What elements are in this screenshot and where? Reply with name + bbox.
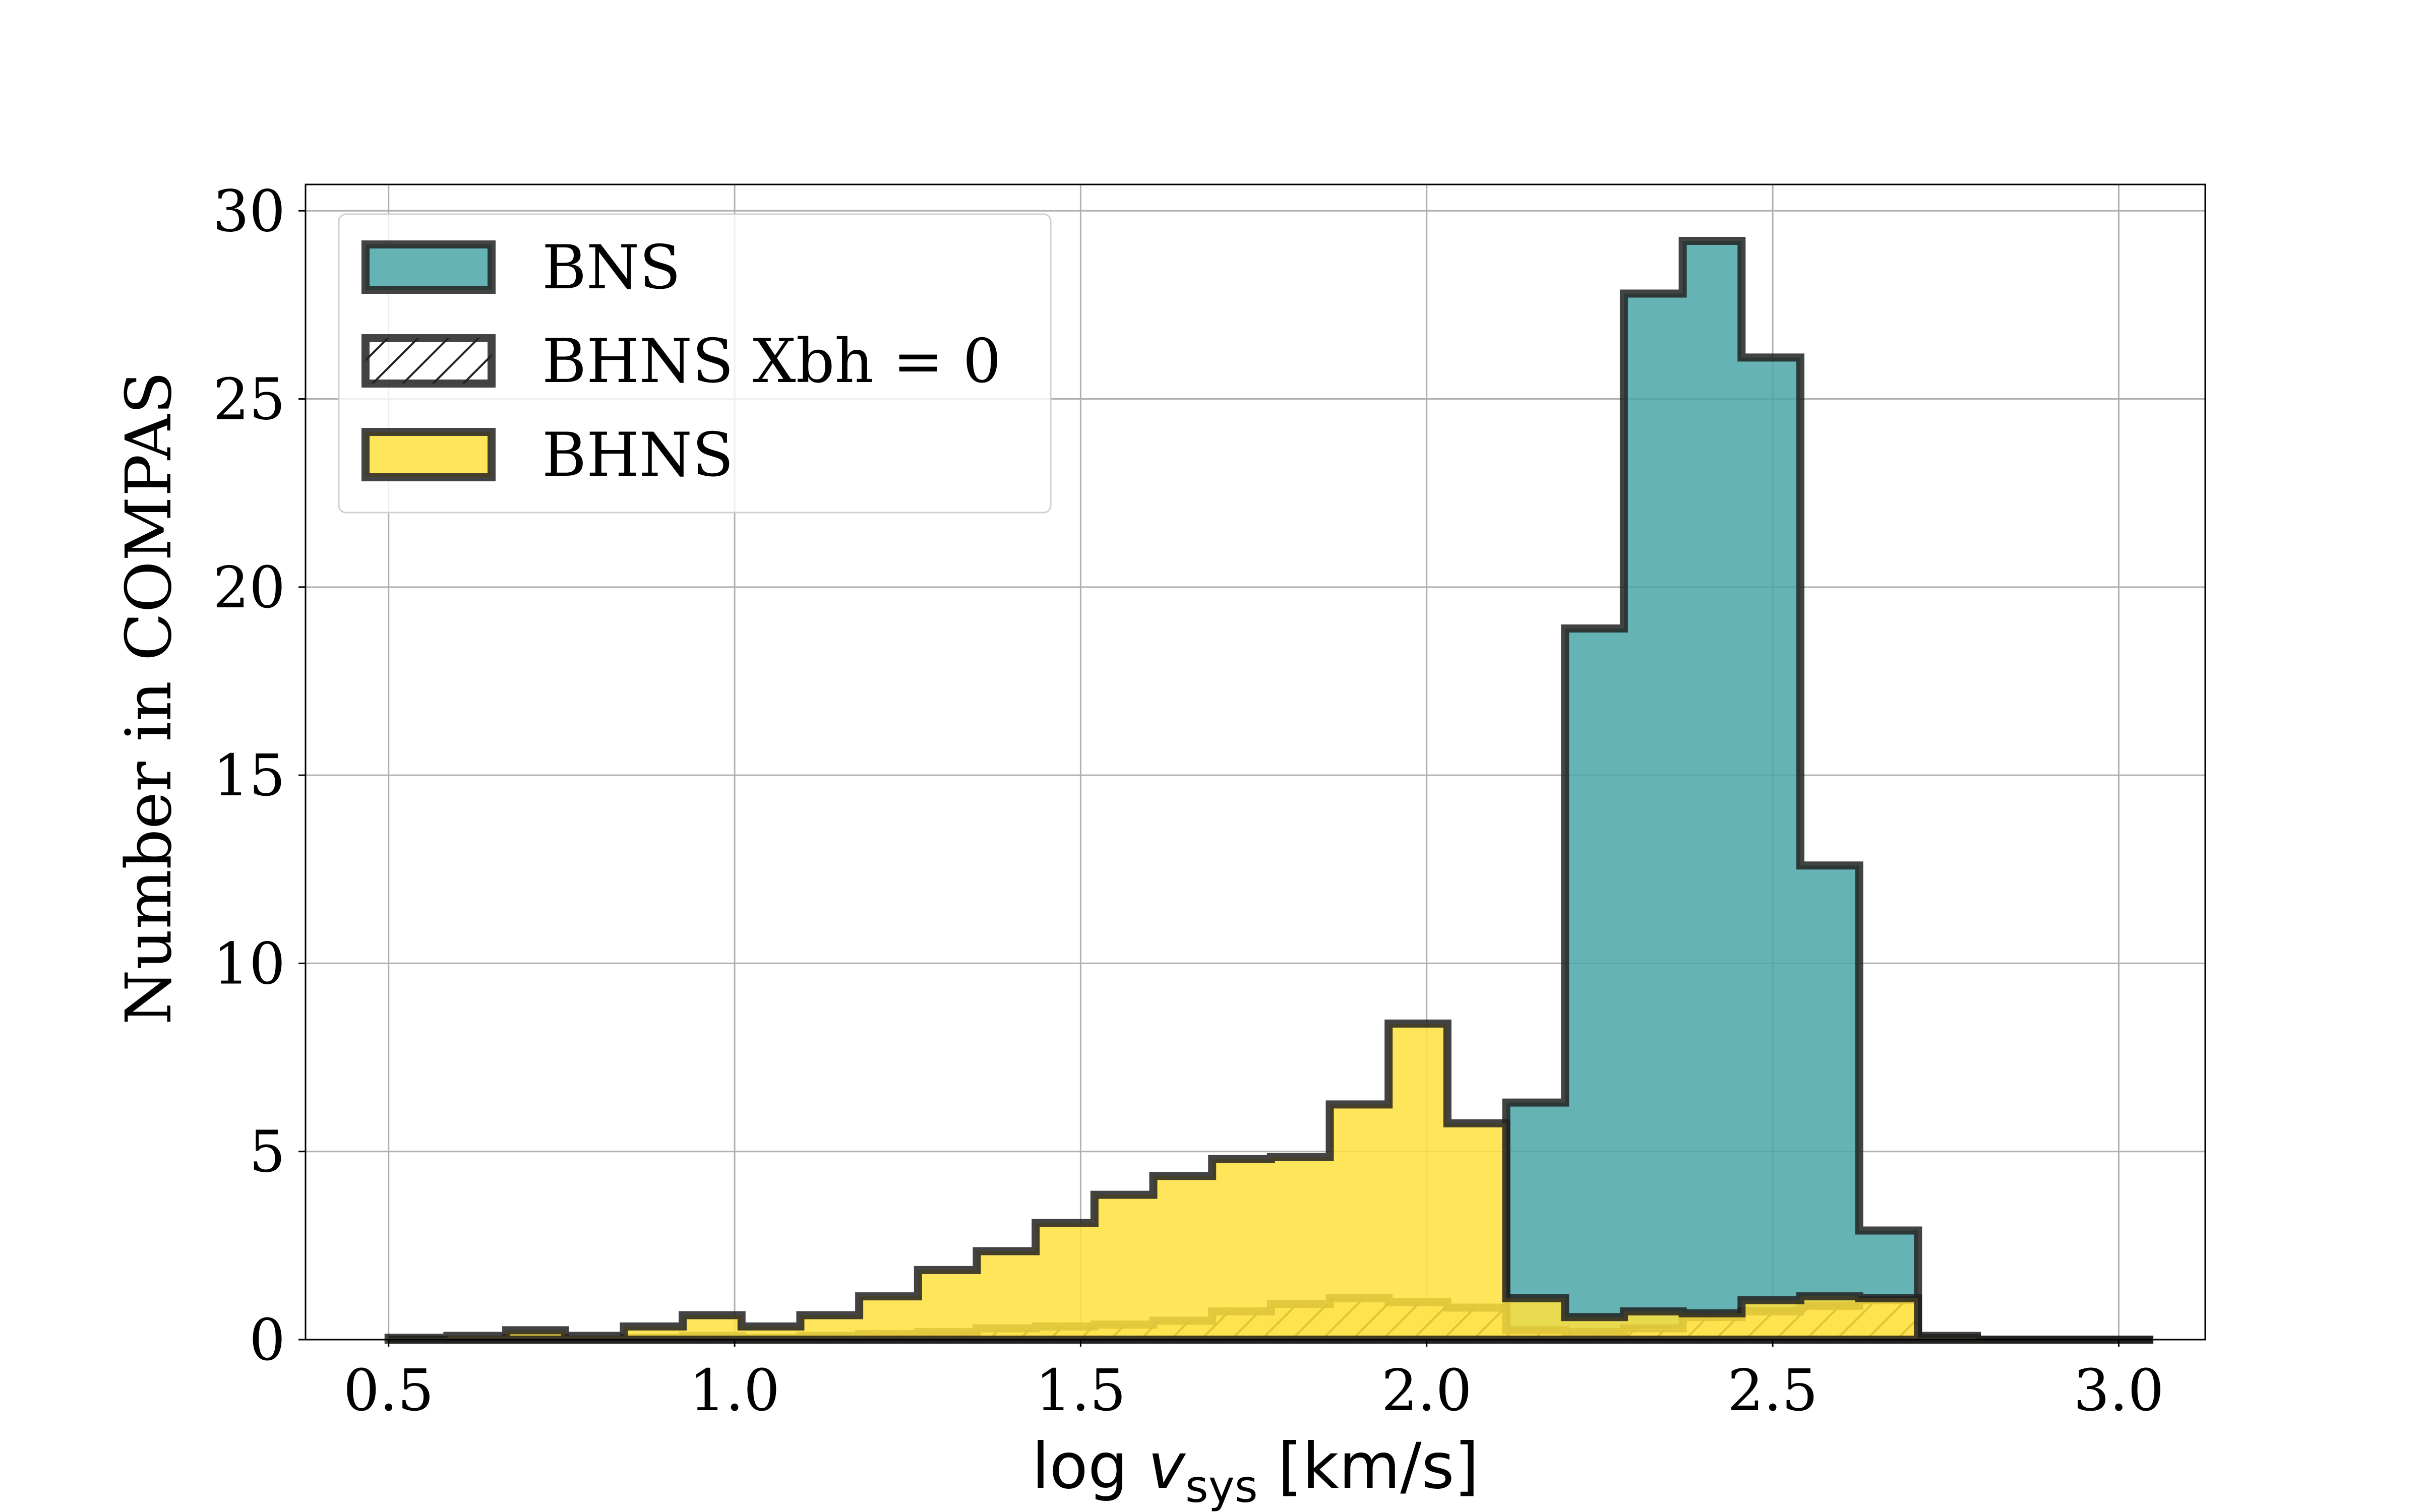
series-fill — [388, 240, 2154, 1340]
legend-label: BHNS Xbh = 0 — [542, 327, 1001, 397]
legend-frame — [338, 213, 1052, 514]
x-tick-label: 2.0 — [1381, 1357, 1472, 1424]
y-tick-label: 25 — [213, 366, 285, 433]
legend-swatch-outline — [361, 428, 496, 481]
y-tick-label: 30 — [213, 178, 285, 244]
x-axis-label-suffix: [km/s] — [1258, 1430, 1479, 1503]
series-outline — [384, 1019, 2154, 1344]
legend-swatch-fill — [366, 432, 492, 477]
x-axis-label-prefix: log — [1032, 1430, 1148, 1503]
legend-label: BHNS — [542, 420, 734, 490]
y-tick-label: 0 — [249, 1307, 285, 1373]
plot-frame — [305, 183, 2206, 1341]
y-axis-label: Number in COMPAS — [112, 371, 186, 1025]
legend-label: BNS — [542, 233, 681, 303]
legend-swatch-outline — [361, 240, 496, 294]
axis-ticks: 0.5 1.0 1.5 2.0 2.5 3.0 0 5 10 15 20 25 30 — [213, 178, 2164, 1424]
x-tick-label: 0.5 — [343, 1357, 434, 1424]
legend-item-0: BNS — [361, 233, 681, 303]
x-tick-label: 3.0 — [2074, 1357, 2164, 1424]
y-tick-label: 20 — [213, 554, 285, 621]
y-tick-label: 5 — [249, 1119, 285, 1185]
y-tick-label: 15 — [213, 742, 285, 809]
legend-swatch-outline — [361, 334, 496, 388]
x-axis-label-var: v — [1148, 1430, 1186, 1503]
x-tick-label: 2.5 — [1727, 1357, 1818, 1424]
series-fill — [388, 1023, 2154, 1340]
x-axis-label: log vsys [km/s] — [1032, 1430, 1479, 1512]
x-tick-label: 1.5 — [1036, 1357, 1126, 1424]
y-tick-label: 10 — [213, 930, 285, 997]
x-axis-label-sub: sys — [1185, 1461, 1258, 1512]
legend-swatch-fill — [366, 244, 492, 290]
legend-item-1: BHNS Xbh = 0 — [361, 327, 1001, 397]
series-2 — [384, 1019, 2154, 1344]
legend-swatch-hatch — [366, 338, 492, 384]
legend-item-2: BHNS — [361, 420, 734, 490]
legend: BNS BHNS Xbh = 0 BHNS — [338, 213, 1052, 514]
x-tick-label: 1.0 — [689, 1357, 780, 1424]
